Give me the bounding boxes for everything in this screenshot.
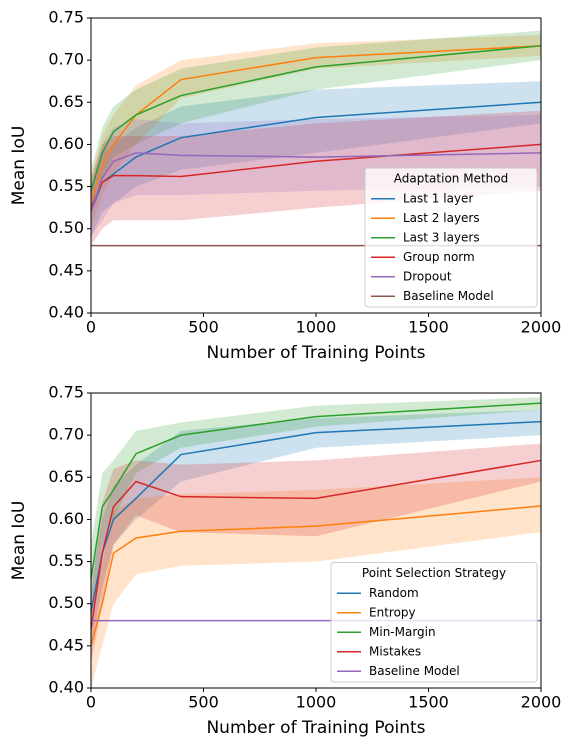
confidence-band bbox=[91, 110, 541, 246]
x-tick-label: 2000 bbox=[521, 693, 562, 712]
y-tick-label: 0.55 bbox=[48, 551, 84, 570]
x-axis-label: Number of Training Points bbox=[206, 343, 425, 363]
legend-label: Baseline Model bbox=[369, 664, 460, 678]
legend-box bbox=[364, 167, 538, 308]
x-tick-label: 1000 bbox=[296, 693, 337, 712]
legend-label: Group norm bbox=[403, 250, 475, 264]
series-line bbox=[90, 45, 542, 191]
legend-label: Last 3 layers bbox=[403, 230, 480, 244]
legend-label: Entropy bbox=[369, 605, 416, 619]
series-line bbox=[90, 402, 542, 579]
confidence-band bbox=[91, 409, 541, 646]
y-tick-label: 0.45 bbox=[48, 635, 84, 654]
y-tick-label: 0.70 bbox=[48, 50, 84, 69]
y-axis-label: Mean IoU bbox=[9, 126, 29, 206]
series-line bbox=[90, 143, 542, 208]
y-tick-label: 0.70 bbox=[48, 425, 84, 444]
chart-panel: 0 500 1000 1500 2000 0.40 0.45 0.50 0.55 0.60 0.65… bbox=[9, 8, 561, 364]
legend-label: Baseline Model bbox=[403, 289, 494, 303]
y-tick-label: 0.75 bbox=[48, 383, 84, 402]
legend-box bbox=[330, 562, 538, 683]
legend: Adaptation Method Last 1 layer Last 2 laye… bbox=[364, 167, 538, 308]
confidence-band bbox=[91, 443, 541, 663]
y-tick-label: 0.40 bbox=[48, 678, 84, 697]
x-tick-label: 500 bbox=[188, 318, 219, 337]
legend-label: Last 2 layers bbox=[403, 211, 480, 225]
y-axis-label: Mean IoU bbox=[9, 501, 29, 581]
legend-label: Random bbox=[369, 586, 419, 600]
series-line bbox=[90, 459, 542, 630]
legend-label: Min-Margin bbox=[369, 625, 436, 639]
confidence-band bbox=[91, 34, 541, 229]
chart-panel: 0 500 1000 1500 2000 0.40 0.45 0.50 0.55 0.60 0.65… bbox=[9, 383, 561, 739]
confidence-band bbox=[91, 81, 541, 238]
y-tick-label: 0.60 bbox=[48, 134, 84, 153]
legend-label: Dropout bbox=[403, 269, 452, 283]
x-axis-label: Number of Training Points bbox=[206, 718, 425, 738]
y-tick-label: 0.60 bbox=[48, 509, 84, 528]
x-tick-label: 500 bbox=[188, 693, 219, 712]
x-tick-label: 2000 bbox=[521, 318, 562, 337]
y-tick-label: 0.65 bbox=[48, 92, 84, 111]
series-line bbox=[90, 505, 542, 647]
y-tick-label: 0.45 bbox=[48, 260, 84, 279]
series-line bbox=[90, 152, 542, 213]
y-tick-label: 0.40 bbox=[48, 303, 84, 322]
y-tick-label: 0.50 bbox=[48, 218, 84, 237]
legend-label: Last 1 layer bbox=[403, 191, 473, 205]
legend-title: Point Selection Strategy bbox=[362, 566, 506, 580]
y-tick-label: 0.50 bbox=[48, 593, 84, 612]
confidence-band bbox=[91, 114, 541, 238]
legend-label: Mistakes bbox=[369, 644, 421, 658]
x-tick-label: 1500 bbox=[408, 318, 449, 337]
legend-title: Adaptation Method bbox=[394, 172, 508, 186]
legend: Point Selection Strategy Random Entropy Min… bbox=[330, 562, 538, 683]
x-tick-label: 1500 bbox=[408, 693, 449, 712]
y-tick-label: 0.65 bbox=[48, 467, 84, 486]
x-tick-label: 1000 bbox=[296, 318, 337, 337]
x-tick-label: 0 bbox=[86, 693, 96, 712]
x-tick-label: 0 bbox=[86, 318, 96, 337]
y-tick-label: 0.75 bbox=[48, 8, 84, 27]
y-tick-label: 0.55 bbox=[48, 176, 84, 195]
